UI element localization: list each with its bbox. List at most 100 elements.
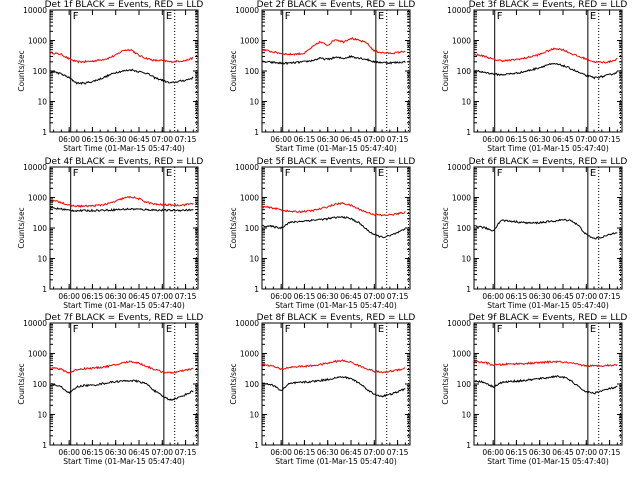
x-tick-label: 06:45 (552, 448, 574, 457)
panel-3: Det 3f BLACK = Events, RED = LLD 1 10 100 10… (441, 0, 627, 153)
x-axis-label: Start Time (01-Mar-15 05:47:40) (63, 457, 185, 466)
x-axis-label: Start Time (01-Mar-15 05:47:40) (63, 144, 185, 153)
x-tick-label: 07:15 (387, 135, 409, 144)
y-tick-label: 10 (461, 98, 471, 107)
y-tick-label: 1 (254, 441, 259, 450)
x-tick-label: 06:00 (482, 448, 504, 457)
panel-2: Det 2f BLACK = Events, RED = LLD 1 10 100 10… (229, 0, 415, 153)
marker-e: E (166, 11, 172, 22)
x-tick-label: 07:00 (363, 292, 385, 301)
series-lld-line (474, 47, 618, 64)
x-axis-label: Start Time (01-Mar-15 05:47:40) (487, 144, 609, 153)
x-tick-label: 06:45 (128, 448, 150, 457)
x-tick-label: 06:30 (529, 292, 551, 301)
series-lld-line (50, 48, 194, 64)
x-tick-label: 06:45 (552, 292, 574, 301)
x-tick-label: 07:15 (599, 135, 621, 144)
x-tick-label: 06:30 (317, 448, 339, 457)
x-tick-label: 07:00 (575, 135, 597, 144)
x-tick-label: 06:00 (58, 448, 80, 457)
y-tick-label: 10000 (447, 6, 471, 15)
y-axis-label: Counts/sec (17, 50, 26, 91)
y-tick-label: 1000 (240, 194, 259, 203)
y-tick-label: 1 (466, 128, 471, 137)
x-tick-label: 06:45 (340, 135, 362, 144)
y-tick-label: 10 (249, 255, 259, 264)
marker-f: F (285, 168, 291, 179)
x-tick-label: 07:15 (387, 292, 409, 301)
y-tick-label: 10000 (447, 163, 471, 172)
x-tick-label: 07:00 (151, 448, 173, 457)
marker-e: E (378, 11, 384, 22)
x-tick-label: 07:15 (175, 292, 197, 301)
series-events-line (262, 55, 406, 66)
x-tick-label: 07:00 (363, 448, 385, 457)
plot-frame (261, 322, 411, 446)
marker-e: E (166, 324, 172, 335)
marker-f: F (497, 324, 503, 335)
y-tick-label: 100 (245, 224, 260, 233)
x-tick-label: 06:45 (340, 292, 362, 301)
marker-e: E (590, 324, 596, 335)
plot-frame (261, 9, 411, 133)
series-events-line (474, 374, 618, 395)
marker-e: E (590, 11, 596, 22)
y-tick-label: 100 (457, 224, 472, 233)
x-tick-label: 06:00 (270, 448, 292, 457)
y-tick-label: 1 (42, 128, 47, 137)
y-tick-label: 10 (461, 255, 471, 264)
y-tick-label: 1000 (452, 194, 471, 203)
y-axis-label: Counts/sec (441, 50, 450, 91)
x-tick-label: 07:15 (599, 292, 621, 301)
panel-9: Det 9f BLACK = Events, RED = LLD 1 10 100 10… (441, 313, 627, 466)
panel-title: Det 3f BLACK = Events, RED = LLD (469, 0, 628, 10)
x-tick-label: 07:15 (599, 448, 621, 457)
y-axis-label: Counts/sec (229, 207, 238, 248)
x-tick-label: 06:30 (105, 135, 127, 144)
x-tick-label: 07:00 (151, 135, 173, 144)
x-tick-label: 06:30 (105, 448, 127, 457)
panel-title: Det 6f BLACK = Events, RED = LLD (469, 157, 628, 167)
x-tick-label: 06:30 (529, 448, 551, 457)
y-tick-label: 1 (466, 441, 471, 450)
y-tick-label: 100 (33, 67, 48, 76)
series-lld-line (262, 359, 406, 374)
series-lld-line (262, 36, 406, 56)
series-events-line (50, 206, 194, 213)
series-events-line (262, 215, 406, 239)
x-tick-label: 06:00 (482, 292, 504, 301)
x-tick-label: 06:45 (552, 135, 574, 144)
y-tick-label: 1 (254, 128, 259, 137)
x-axis-label: Start Time (01-Mar-15 05:47:40) (487, 301, 609, 310)
y-tick-label: 100 (33, 224, 48, 233)
y-axis-label: Counts/sec (441, 207, 450, 248)
plot-frame (473, 9, 623, 133)
marker-e: E (378, 168, 384, 179)
x-tick-label: 07:00 (575, 448, 597, 457)
x-tick-label: 06:15 (506, 292, 528, 301)
y-tick-label: 100 (457, 67, 472, 76)
marker-f: F (73, 11, 79, 22)
x-tick-label: 06:45 (340, 448, 362, 457)
x-tick-label: 07:00 (151, 292, 173, 301)
y-tick-label: 100 (457, 380, 472, 389)
x-tick-label: 06:30 (529, 135, 551, 144)
y-tick-label: 10 (249, 98, 259, 107)
panel-title: Det 4f BLACK = Events, RED = LLD (45, 157, 204, 167)
y-tick-label: 10 (37, 98, 47, 107)
x-tick-label: 06:15 (82, 292, 104, 301)
y-tick-label: 10000 (235, 163, 259, 172)
plot-frame (49, 166, 199, 290)
y-tick-label: 10 (37, 255, 47, 264)
y-tick-label: 10000 (23, 6, 47, 15)
y-axis-label: Counts/sec (17, 363, 26, 404)
x-axis-label: Start Time (01-Mar-15 05:47:40) (275, 457, 397, 466)
y-tick-label: 1000 (240, 350, 259, 359)
series-lld-line (50, 360, 194, 375)
x-axis-label: Start Time (01-Mar-15 05:47:40) (275, 144, 397, 153)
x-tick-label: 06:15 (506, 448, 528, 457)
y-tick-label: 1 (42, 441, 47, 450)
marker-e: E (590, 168, 596, 179)
series-events-line (474, 218, 618, 240)
